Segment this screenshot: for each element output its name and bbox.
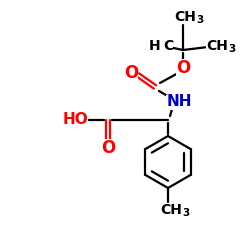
Text: 3: 3 xyxy=(182,208,189,218)
Text: 3: 3 xyxy=(228,44,235,54)
Text: HO: HO xyxy=(62,112,88,128)
Text: O: O xyxy=(124,64,138,82)
Text: CH: CH xyxy=(174,10,196,24)
Text: O: O xyxy=(176,59,190,77)
Text: C: C xyxy=(163,39,173,53)
Text: 3: 3 xyxy=(196,15,203,25)
Text: 3: 3 xyxy=(162,44,169,54)
Text: H: H xyxy=(149,39,161,53)
Text: O: O xyxy=(101,139,115,157)
Text: NH: NH xyxy=(166,94,192,110)
Text: CH: CH xyxy=(206,39,228,53)
Text: CH: CH xyxy=(160,203,182,217)
